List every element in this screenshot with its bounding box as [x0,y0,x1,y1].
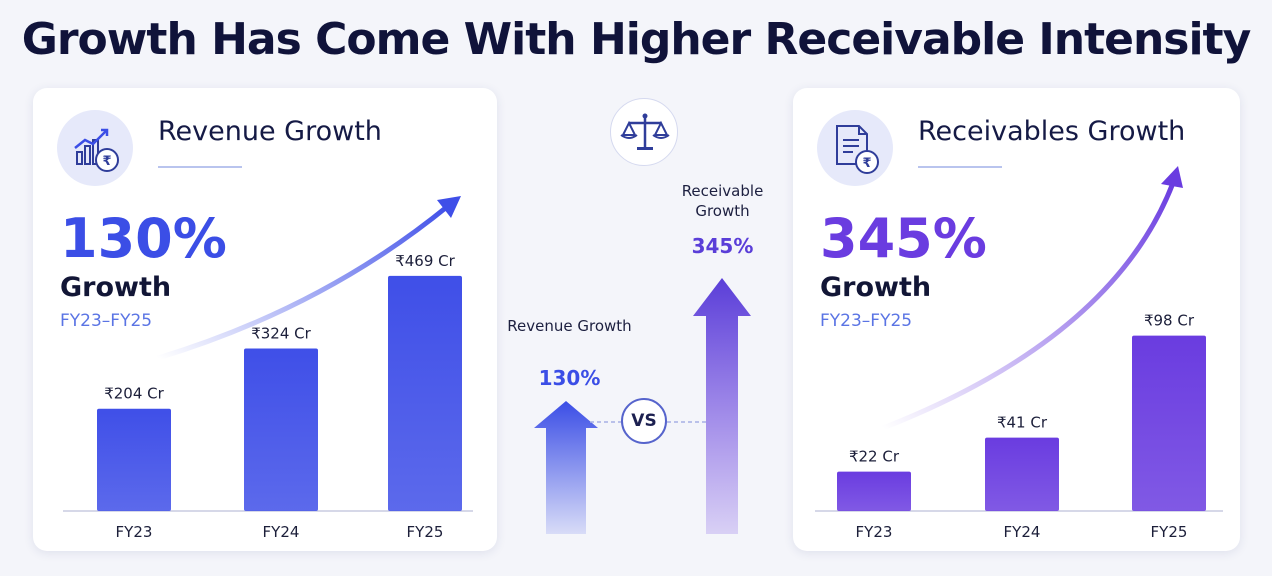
receivables-card-title: Receivables Growth [918,116,1186,147]
tick-label-fy23: FY23 [116,523,153,541]
revenue-card-title: Revenue Growth [158,116,382,147]
comparison-arrows [534,278,751,534]
title-divider [918,166,1002,168]
tick-label-fy24: FY24 [1004,523,1041,541]
data-label-fy23: ₹204 Cr [104,385,164,403]
page-title: Growth Has Come With Higher Receivable I… [21,14,1252,65]
receivables-bar-chart: ₹22 Cr FY23 ₹41 Cr FY24 ₹98 Cr FY25 [815,166,1223,541]
data-label-fy25: ₹469 Cr [395,252,455,270]
revenue-bar-chart: ₹204 Cr FY23 ₹324 Cr FY24 ₹469 Cr FY25 [63,196,473,541]
trend-arrow-head [1161,166,1183,188]
revenue-growth-percent: 130% [60,207,227,270]
rupee-document-icon: ₹ [817,110,893,186]
bar-fy25 [1132,335,1206,511]
tick-label-fy25: FY25 [407,523,444,541]
bar-fy23 [97,408,171,511]
data-label-fy23: ₹22 Cr [849,448,900,466]
tick-label-fy25: FY25 [1151,523,1188,541]
revenue-growth-label-mid: Revenue Growth [507,317,632,335]
receivables-growth-percent: 345% [820,207,987,270]
revenue-growth-label: Growth [60,272,172,303]
bar-fy25 [388,275,462,511]
tick-label-fy23: FY23 [856,523,893,541]
balance-scale-icon [610,98,678,166]
revenue-arrow [534,401,598,534]
rupee-growth-chart-icon: ₹ [57,110,133,186]
svg-text:₹: ₹ [102,154,111,169]
revenue-growth-period: FY23–FY25 [60,311,153,331]
receivable-growth-label: Receivable Growth [681,182,764,220]
receivables-growth-card: ₹ Receivables Growth 345% Growth FY23–FY… [793,88,1240,551]
growth-comparison: Receivable Growth 345% Revenue Growth 13… [507,88,778,551]
data-label-fy24: ₹41 Cr [997,414,1048,432]
vs-badge: VS [621,398,667,444]
revenue-growth-percent-mid: 130% [538,366,601,390]
receivable-growth-percent: 345% [691,234,754,258]
revenue-growth-card: ₹ Revenue Growth 130% Growth FY23–FY25 ₹… [33,88,497,551]
bar-fy23 [837,471,911,511]
trend-arrow [880,180,1176,431]
receivables-growth-period: FY23–FY25 [820,311,913,331]
bar-fy24 [985,437,1059,511]
data-label-fy24: ₹324 Cr [251,325,311,343]
svg-text:₹: ₹ [862,156,871,171]
receivables-growth-label: Growth [820,272,932,303]
title-divider [158,166,242,168]
bar-fy24 [244,348,318,511]
trend-arrow-head [437,196,461,218]
trend-arrow [155,203,451,361]
tick-label-fy24: FY24 [263,523,300,541]
data-label-fy25: ₹98 Cr [1144,312,1195,330]
receivable-arrow [693,278,751,534]
